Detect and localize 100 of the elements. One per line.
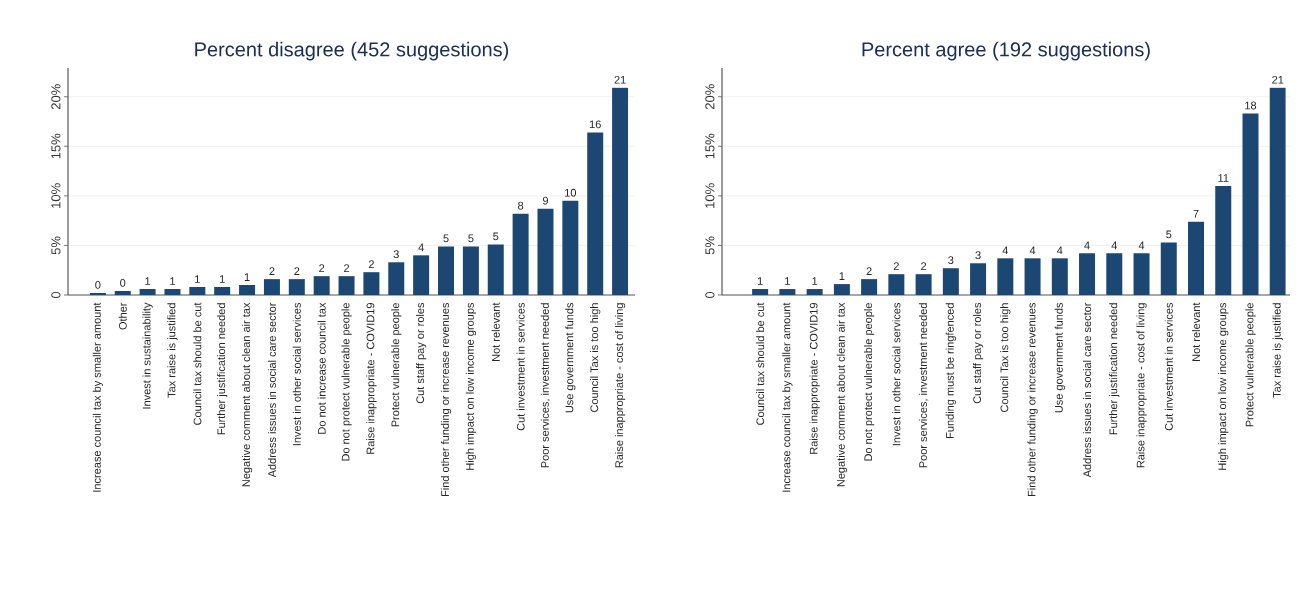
- x-tick-label: Find other funding or increase revenues: [440, 302, 452, 497]
- x-tick-label: Raise inappropriate - COVID19: [809, 303, 820, 454]
- bar: [779, 289, 796, 295]
- x-tick-label: Council tax should be cut: [756, 302, 765, 425]
- bar: [1079, 253, 1096, 295]
- x-tick-label: Invest in other social services: [892, 302, 901, 446]
- data-label: 18: [1245, 101, 1257, 110]
- bar: [806, 289, 823, 295]
- x-tick-label: Cut investment in services: [516, 302, 525, 431]
- data-label: 1: [757, 277, 763, 285]
- y-tick-label: 0: [51, 291, 61, 299]
- bar: [833, 284, 850, 295]
- bar: [388, 262, 405, 295]
- data-label: 21: [1272, 75, 1284, 84]
- data-label: 1: [839, 272, 845, 280]
- data-label: 0: [95, 281, 101, 289]
- bar: [861, 279, 878, 295]
- y-tick-label: 15%: [705, 133, 715, 159]
- x-tick-label: Not relevant: [1191, 302, 1201, 361]
- data-label: 2: [319, 264, 325, 272]
- y-tick-label: 15%: [51, 133, 61, 159]
- bar: [214, 287, 231, 295]
- data-label: 5: [443, 234, 449, 243]
- data-label: 4: [1084, 241, 1090, 250]
- y-tick-label: 10%: [51, 183, 61, 208]
- x-tick-label: Poor services, investment needed: [918, 303, 929, 468]
- bar: [1188, 221, 1205, 295]
- x-tick-label: Do not protect vulnerable people: [863, 303, 875, 461]
- bar: [487, 244, 504, 295]
- x-tick-label: Council tax should be cut: [193, 302, 202, 425]
- data-label: 4: [418, 243, 424, 252]
- bar: [1215, 185, 1232, 295]
- bar: [1024, 258, 1041, 295]
- data-label: 3: [948, 256, 954, 265]
- data-label: 1: [785, 277, 790, 285]
- bar: [888, 274, 905, 295]
- x-tick-label: Address issues in social care sector: [1083, 302, 1092, 478]
- bar: [970, 263, 987, 295]
- data-label: 7: [1193, 209, 1199, 218]
- data-label: 1: [244, 273, 250, 281]
- x-tick-label: High impact on low income groups: [465, 302, 476, 470]
- x-tick-label: Cut staff pay or roles: [416, 302, 427, 404]
- x-tick-label: Find other funding or increase revenues: [1027, 302, 1038, 497]
- bar: [139, 289, 156, 295]
- bar: [1242, 113, 1259, 295]
- bar: [1269, 87, 1286, 295]
- data-label: 1: [195, 275, 200, 283]
- x-tick-label: Poor services, investment needed: [540, 303, 551, 468]
- data-label: 3: [393, 250, 399, 259]
- bar: [288, 279, 305, 295]
- data-label: 9: [542, 196, 549, 205]
- y-tick-label: 0: [705, 291, 715, 299]
- x-tick-label: Negative comment about clean air tax: [836, 302, 847, 487]
- data-label: 2: [269, 267, 275, 275]
- bar: [997, 258, 1014, 295]
- data-label: 4: [1057, 246, 1063, 255]
- x-tick-label: Use government funds: [1054, 302, 1065, 413]
- x-tick-label: Raise inappropriate - cost of living: [614, 303, 626, 468]
- x-tick-label: Protect vulnerable people: [391, 303, 402, 427]
- data-label: 4: [1029, 246, 1036, 255]
- bar: [114, 291, 131, 295]
- data-label: 2: [294, 267, 300, 275]
- x-tick-label: Negative comment about clean air tax: [241, 302, 253, 487]
- data-label: 5: [468, 234, 474, 243]
- bar: [438, 246, 455, 295]
- data-label: 10: [565, 188, 577, 197]
- bar: [512, 213, 529, 295]
- x-tick-label: Further justification needed: [1109, 303, 1120, 435]
- x-tick-label: Tax raise is justified: [167, 303, 178, 398]
- bar: [942, 268, 959, 295]
- x-tick-label: Do not increase council tax: [317, 302, 326, 434]
- x-tick-label: Tax raise is justified: [1272, 303, 1283, 398]
- x-tick-label: Cut staff pay or roles: [972, 302, 984, 404]
- data-label: 5: [1166, 230, 1172, 239]
- data-label: 5: [493, 232, 499, 241]
- data-label: 3: [975, 251, 981, 260]
- data-label: 16: [589, 120, 601, 129]
- y-tick-label: 20%: [705, 84, 715, 110]
- x-tick-label: Council Tax is too high: [590, 303, 601, 413]
- x-tick-label: Invest in other social services: [292, 302, 301, 446]
- x-tick-label: Use government funds: [565, 302, 576, 413]
- data-label: 0: [120, 279, 126, 287]
- bar: [338, 276, 355, 295]
- data-label: 2: [368, 260, 374, 268]
- bar: [239, 285, 256, 295]
- x-tick-label: Increase council tax by smaller amount: [782, 302, 793, 492]
- x-tick-label: Cut investment in services: [1164, 302, 1173, 431]
- x-tick-label: Do not protect vulnerable people: [341, 303, 352, 461]
- data-label: 1: [812, 277, 818, 285]
- data-label: 1: [170, 277, 175, 285]
- x-tick-label: Not relevant: [491, 302, 500, 361]
- bar: [164, 289, 181, 295]
- data-label: 8: [518, 201, 524, 210]
- x-tick-label: Further justification needed: [217, 303, 228, 435]
- data-label: 2: [893, 262, 899, 270]
- x-tick-label: Funding must be ringfenced: [945, 303, 956, 438]
- x-tick-label: Raise inappropriate - cost of living: [1136, 303, 1147, 468]
- bar: [313, 276, 330, 295]
- data-label: 11: [1218, 174, 1229, 182]
- x-tick-label: Raise inappropriate - COVID19: [366, 303, 377, 454]
